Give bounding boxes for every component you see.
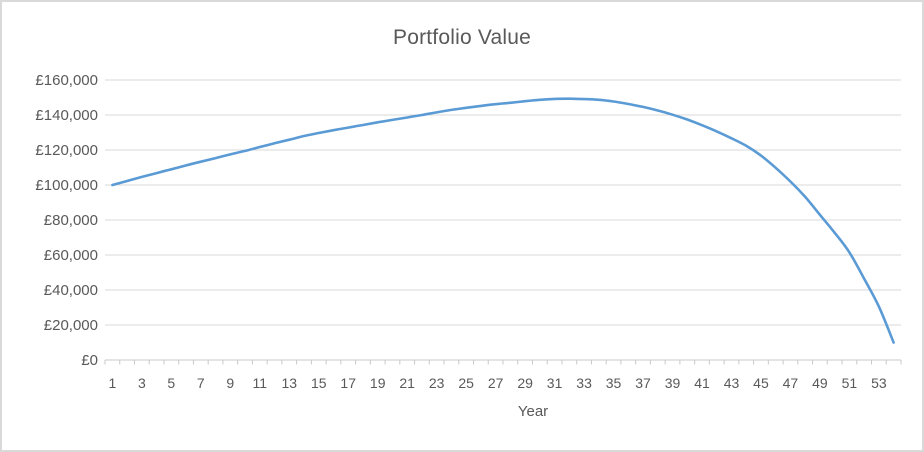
x-axis-label: 1 [108, 375, 116, 391]
y-axis-label: £0 [81, 352, 98, 369]
x-axis-label: 9 [226, 375, 234, 391]
y-axis-label: £80,000 [44, 212, 98, 229]
x-axis-label: 33 [576, 375, 592, 391]
y-axis-label: £100,000 [35, 177, 98, 194]
x-axis-label: 23 [429, 375, 445, 391]
x-axis-label: 35 [606, 375, 622, 391]
y-axis-label: £140,000 [35, 107, 98, 124]
x-axis-label: 3 [138, 375, 146, 391]
x-axis-label: 27 [488, 375, 504, 391]
x-axis-label: 49 [812, 375, 828, 391]
x-axis-label: 39 [665, 375, 681, 391]
x-axis-label: 41 [694, 375, 710, 391]
x-axis-label: 19 [370, 375, 386, 391]
y-axis-label: £20,000 [44, 317, 98, 334]
x-axis-label: 25 [458, 375, 474, 391]
x-axis-label: 37 [635, 375, 651, 391]
x-axis-label: 5 [167, 375, 175, 391]
y-axis-label: £120,000 [35, 142, 98, 159]
x-axis-label: 15 [311, 375, 327, 391]
chart-title[interactable]: Portfolio Value [392, 26, 532, 49]
x-axis-label: 21 [399, 375, 415, 391]
x-axis-label: 51 [842, 375, 858, 391]
y-axis-label: £40,000 [44, 282, 98, 299]
x-axis-title[interactable]: Year [517, 403, 549, 420]
x-axis-label: 43 [724, 375, 740, 391]
x-axis-label: 7 [197, 375, 205, 391]
x-axis-label: 13 [281, 375, 297, 391]
series-line[interactable] [111, 97, 895, 344]
x-axis-label: 31 [547, 375, 563, 391]
y-axis-label: £60,000 [44, 247, 98, 264]
x-axis-label: 17 [340, 375, 356, 391]
x-axis-label: 53 [871, 375, 887, 391]
x-axis-label: 29 [517, 375, 533, 391]
x-axis-label: 11 [253, 375, 268, 391]
x-axis-label: 45 [753, 375, 769, 391]
y-axis-label: £160,000 [35, 72, 98, 89]
x-axis-label: 47 [783, 375, 799, 391]
